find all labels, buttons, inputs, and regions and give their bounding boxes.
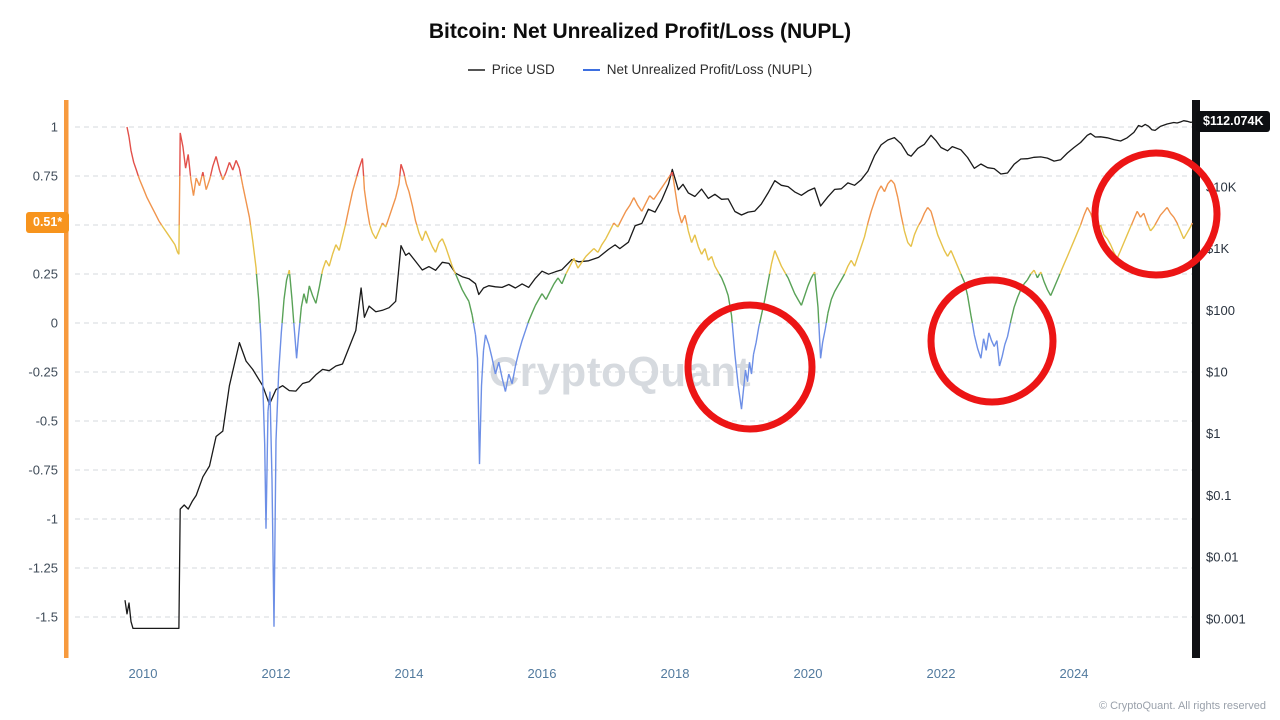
y-right-tick-label: $0.1	[1206, 488, 1231, 503]
nupl-line	[126, 126, 674, 177]
nupl-line	[137, 175, 1194, 226]
price-line-swatch	[467, 68, 485, 71]
y-left-tick-label: 1	[51, 120, 58, 135]
y-axis-right-labels: $10K$1K$100$10$1$0.1$0.01$0.001	[1206, 179, 1246, 626]
y-axis-left-labels: 1 0.75 0.25 0 -0.25 -0.5 -0.75 -1 -1.25 -1.5	[28, 120, 58, 625]
x-axis-year-label: 2014	[395, 666, 424, 681]
legend-item-nupl[interactable]: Net Unrealized Profit/Loss (NUPL)	[582, 62, 813, 77]
y-left-tick-label: -0.75	[28, 463, 58, 478]
x-axis-year-label: 2024	[1060, 666, 1089, 681]
x-axis-year-label: 2022	[927, 666, 956, 681]
y-left-tick-label: 0	[51, 316, 58, 331]
legend-item-price-usd[interactable]: Price USD	[467, 62, 555, 77]
x-axis-year-label: 2012	[262, 666, 291, 681]
annotation-circle	[684, 301, 816, 433]
x-axis-year-label: 2018	[661, 666, 690, 681]
y-right-tick-label: $0.001	[1206, 611, 1246, 626]
x-axis-year-label: 2020	[794, 666, 823, 681]
x-axis-labels: 2010 2012 2014 2016 2018 2020 2022 2024	[129, 666, 1089, 681]
nupl-line-swatch	[582, 68, 600, 71]
price-usd-line	[124, 120, 1193, 630]
gridlines	[75, 126, 1192, 618]
y-left-tick-label: 0.25	[33, 267, 58, 282]
y-left-tick-label: -1.5	[36, 610, 58, 625]
y-right-tick-label: $0.01	[1206, 550, 1239, 565]
y-right-tick-label: $100	[1206, 303, 1235, 318]
y-left-tick-label: -1	[46, 512, 58, 527]
nupl-current-value-badge: 0.51*	[26, 212, 70, 234]
y-left-tick-label: -0.25	[28, 365, 58, 380]
nupl-line	[259, 322, 1012, 627]
y-right-tick-label: $10	[1206, 365, 1228, 380]
y-left-tick-label: -1.25	[28, 561, 58, 576]
x-axis-year-label: 2010	[129, 666, 158, 681]
annotation-circle	[927, 276, 1057, 406]
page-title: Bitcoin: Net Unrealized Profit/Loss (NUP…	[428, 20, 852, 43]
x-axis-year-label: 2016	[528, 666, 557, 681]
annotation-circle	[1091, 149, 1221, 279]
y-left-tick-label: -0.5	[36, 414, 58, 429]
legend-label-price: Price USD	[491, 62, 555, 77]
legend: Price USD Net Unrealized Profit/Loss (NU…	[0, 62, 1280, 77]
right-axis-bar	[1192, 100, 1200, 658]
copyright-notice: © CryptoQuant. All rights reserved	[1098, 700, 1266, 712]
price-current-value-badge: $112.074K	[1196, 111, 1271, 133]
legend-label-nupl: Net Unrealized Profit/Loss (NUPL)	[606, 62, 813, 77]
nupl-line	[161, 224, 1193, 275]
left-axis-bar	[64, 100, 69, 658]
y-left-tick-label: 0.75	[33, 169, 58, 184]
y-right-tick-label: $1	[1206, 426, 1220, 441]
